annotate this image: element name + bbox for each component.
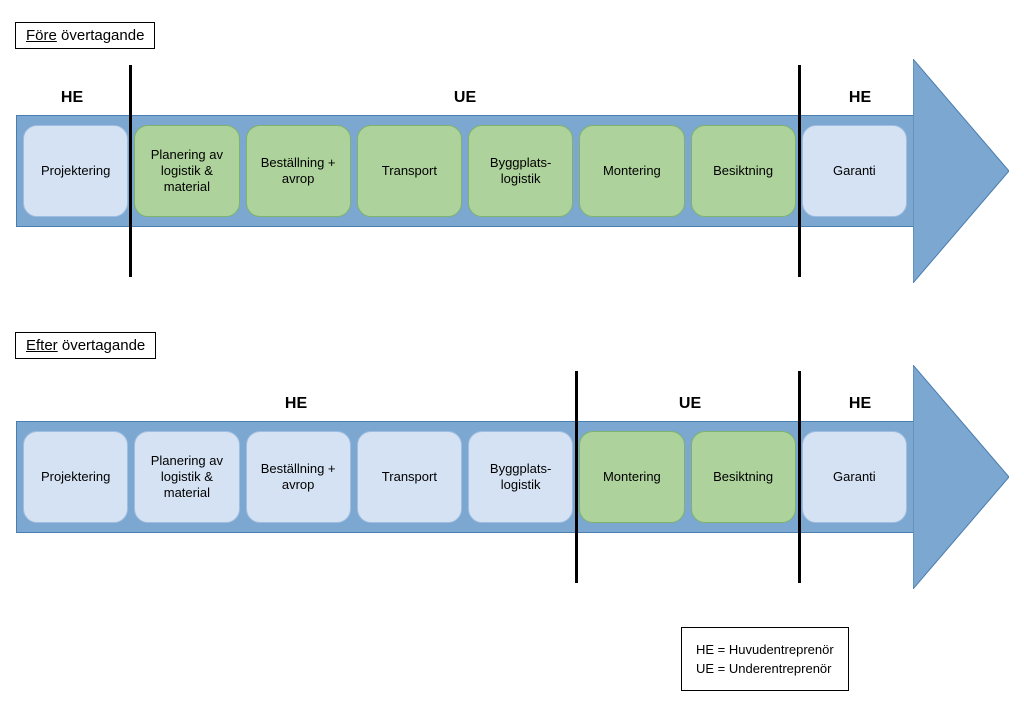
phase-box: Beställning + avrop <box>246 431 351 523</box>
phase-box: Transport <box>357 125 462 217</box>
region-label: UE <box>679 395 701 413</box>
divider-line <box>129 65 132 277</box>
phase-box: Planering av logistik & material <box>134 125 239 217</box>
legend-line: UE = Underentreprenör <box>696 661 834 676</box>
phase-box: Montering <box>579 431 684 523</box>
arrow-body: ProjekteringPlanering av logistik & mate… <box>16 421 914 533</box>
title-before-rest: övertagande <box>57 27 145 44</box>
region-label: HE <box>849 89 871 107</box>
region-label: HE <box>61 89 83 107</box>
title-after-underlined: Efter <box>26 337 58 354</box>
phase-box: Planering av logistik & material <box>134 431 239 523</box>
phase-box: Byggplats- logistik <box>468 431 573 523</box>
arrow-body: ProjekteringPlanering av logistik & mate… <box>16 115 914 227</box>
title-after-rest: övertagande <box>58 337 146 354</box>
region-label: UE <box>454 89 476 107</box>
phase-box: Transport <box>357 431 462 523</box>
legend-line: HE = Huvudentreprenör <box>696 642 834 657</box>
legend-box: HE = Huvudentreprenör UE = Underentrepre… <box>681 627 849 691</box>
phase-box: Projektering <box>23 125 128 217</box>
arrow-head-icon <box>913 365 1009 589</box>
phase-box: Garanti <box>802 431 907 523</box>
phase-box: Projektering <box>23 431 128 523</box>
region-label: HE <box>285 395 307 413</box>
phase-box: Beställning + avrop <box>246 125 351 217</box>
title-before-underlined: Före <box>26 27 57 44</box>
title-after: Efter övertagande <box>15 332 156 359</box>
region-label: HE <box>849 395 871 413</box>
phase-box: Montering <box>579 125 684 217</box>
title-before: Före övertagande <box>15 22 155 49</box>
divider-line <box>798 371 801 583</box>
divider-line <box>798 65 801 277</box>
phase-box: Besiktning <box>691 431 796 523</box>
phase-box: Garanti <box>802 125 907 217</box>
arrow-head-icon <box>913 59 1009 283</box>
divider-line <box>575 371 578 583</box>
phase-box: Besiktning <box>691 125 796 217</box>
phase-box: Byggplats- logistik <box>468 125 573 217</box>
